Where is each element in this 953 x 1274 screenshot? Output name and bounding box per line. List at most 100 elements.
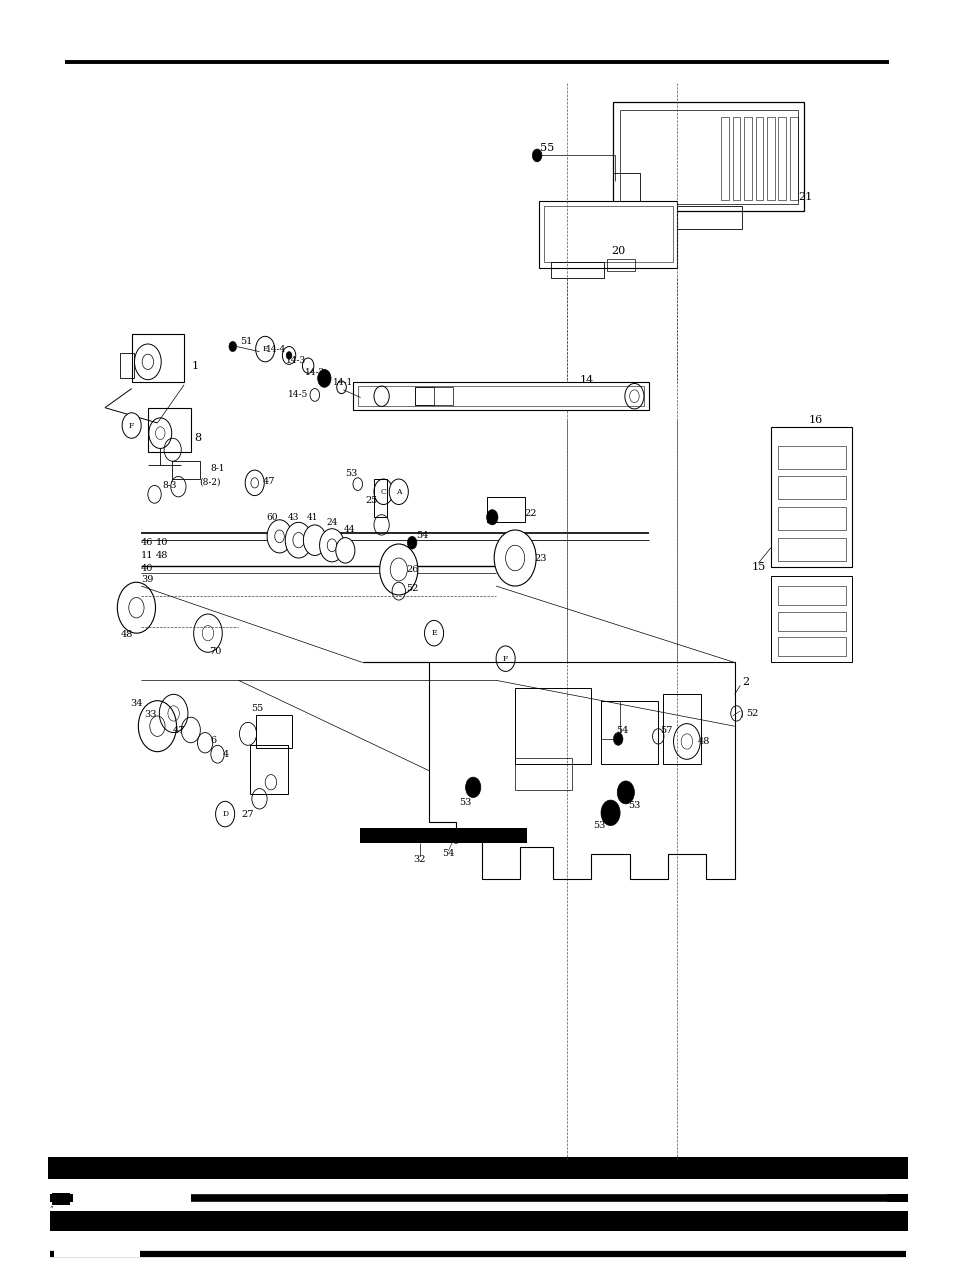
Circle shape <box>303 525 326 555</box>
Bar <box>250 745 288 794</box>
Text: 47: 47 <box>262 476 275 487</box>
Bar <box>551 262 603 278</box>
Text: (8-2): (8-2) <box>199 476 220 487</box>
Bar <box>148 408 191 452</box>
Circle shape <box>317 369 331 387</box>
Bar <box>755 117 762 200</box>
Text: 48: 48 <box>698 736 709 747</box>
Text: F: F <box>502 655 508 662</box>
Text: 48: 48 <box>121 629 132 640</box>
Text: 51: 51 <box>240 336 252 347</box>
Bar <box>770 576 851 662</box>
Bar <box>637 206 741 229</box>
Circle shape <box>496 646 515 671</box>
Text: 24: 24 <box>326 517 337 527</box>
Circle shape <box>451 831 460 843</box>
Text: 10: 10 <box>155 538 168 548</box>
Text: 41: 41 <box>307 512 318 522</box>
Bar <box>662 694 700 764</box>
Text: 14-5: 14-5 <box>287 390 308 400</box>
Text: 40: 40 <box>141 563 153 573</box>
Bar <box>50 1210 907 1231</box>
Bar <box>732 117 740 200</box>
Text: 8: 8 <box>193 433 201 443</box>
Circle shape <box>255 336 274 362</box>
Bar <box>515 688 591 764</box>
Bar <box>120 353 133 378</box>
Bar <box>613 102 803 211</box>
Bar <box>543 206 672 262</box>
Bar <box>415 387 453 405</box>
Text: 21: 21 <box>798 192 811 203</box>
Text: 43: 43 <box>288 512 299 522</box>
Text: 70: 70 <box>210 646 221 656</box>
Text: 53: 53 <box>628 800 639 810</box>
Text: 23: 23 <box>534 553 547 563</box>
Text: 53: 53 <box>593 820 604 831</box>
Text: 2: 2 <box>741 676 749 687</box>
Bar <box>415 387 434 405</box>
Text: 33: 33 <box>144 710 157 720</box>
Circle shape <box>617 781 634 804</box>
Bar <box>606 259 635 271</box>
Text: 25: 25 <box>366 496 377 506</box>
Circle shape <box>286 352 292 359</box>
Text: 14-2: 14-2 <box>304 367 325 377</box>
Text: 55: 55 <box>252 703 263 713</box>
Bar <box>52 1192 70 1205</box>
Text: 8-1: 8-1 <box>210 464 225 474</box>
Text: 14-1: 14-1 <box>333 377 354 387</box>
Text: 16: 16 <box>808 415 821 426</box>
Text: 54: 54 <box>416 530 428 540</box>
Text: 52: 52 <box>745 708 758 719</box>
Circle shape <box>229 341 236 352</box>
Text: 14-4: 14-4 <box>265 344 286 354</box>
Bar <box>357 386 643 406</box>
Bar <box>255 715 292 748</box>
Circle shape <box>215 801 234 827</box>
Bar <box>886 1195 907 1203</box>
Circle shape <box>600 800 619 826</box>
Text: 4: 4 <box>223 749 229 759</box>
Bar <box>600 701 658 764</box>
Circle shape <box>285 522 312 558</box>
Text: 55: 55 <box>539 143 553 153</box>
Text: 57: 57 <box>659 725 671 735</box>
Bar <box>619 110 797 204</box>
Circle shape <box>424 620 443 646</box>
Circle shape <box>465 777 480 798</box>
Circle shape <box>613 733 622 745</box>
Bar <box>515 758 572 790</box>
Bar <box>777 538 845 561</box>
Bar <box>353 382 648 410</box>
Text: 15: 15 <box>751 562 764 572</box>
Circle shape <box>407 536 416 549</box>
Text: 14-3: 14-3 <box>285 355 306 366</box>
Text: A: A <box>395 488 401 496</box>
Text: 32: 32 <box>413 855 426 865</box>
Circle shape <box>122 413 141 438</box>
Text: 14: 14 <box>579 375 593 385</box>
Circle shape <box>389 479 408 505</box>
Bar <box>172 461 200 479</box>
Bar <box>770 427 851 567</box>
Text: 27: 27 <box>241 809 254 819</box>
Bar <box>613 173 639 211</box>
Text: E: E <box>262 345 268 353</box>
Text: ’’: ’’ <box>50 1204 54 1213</box>
Circle shape <box>319 529 344 562</box>
Text: 52: 52 <box>406 583 417 594</box>
Circle shape <box>267 520 292 553</box>
Text: D: D <box>222 810 228 818</box>
Bar <box>50 1195 73 1203</box>
Bar <box>600 701 619 739</box>
Text: 20: 20 <box>611 246 624 256</box>
Text: 53: 53 <box>459 798 471 808</box>
Text: 54: 54 <box>616 725 627 735</box>
Text: 46: 46 <box>141 538 153 548</box>
Text: 1: 1 <box>192 361 199 371</box>
Bar <box>777 612 845 631</box>
Circle shape <box>494 530 536 586</box>
Circle shape <box>532 149 541 162</box>
Circle shape <box>486 510 497 525</box>
